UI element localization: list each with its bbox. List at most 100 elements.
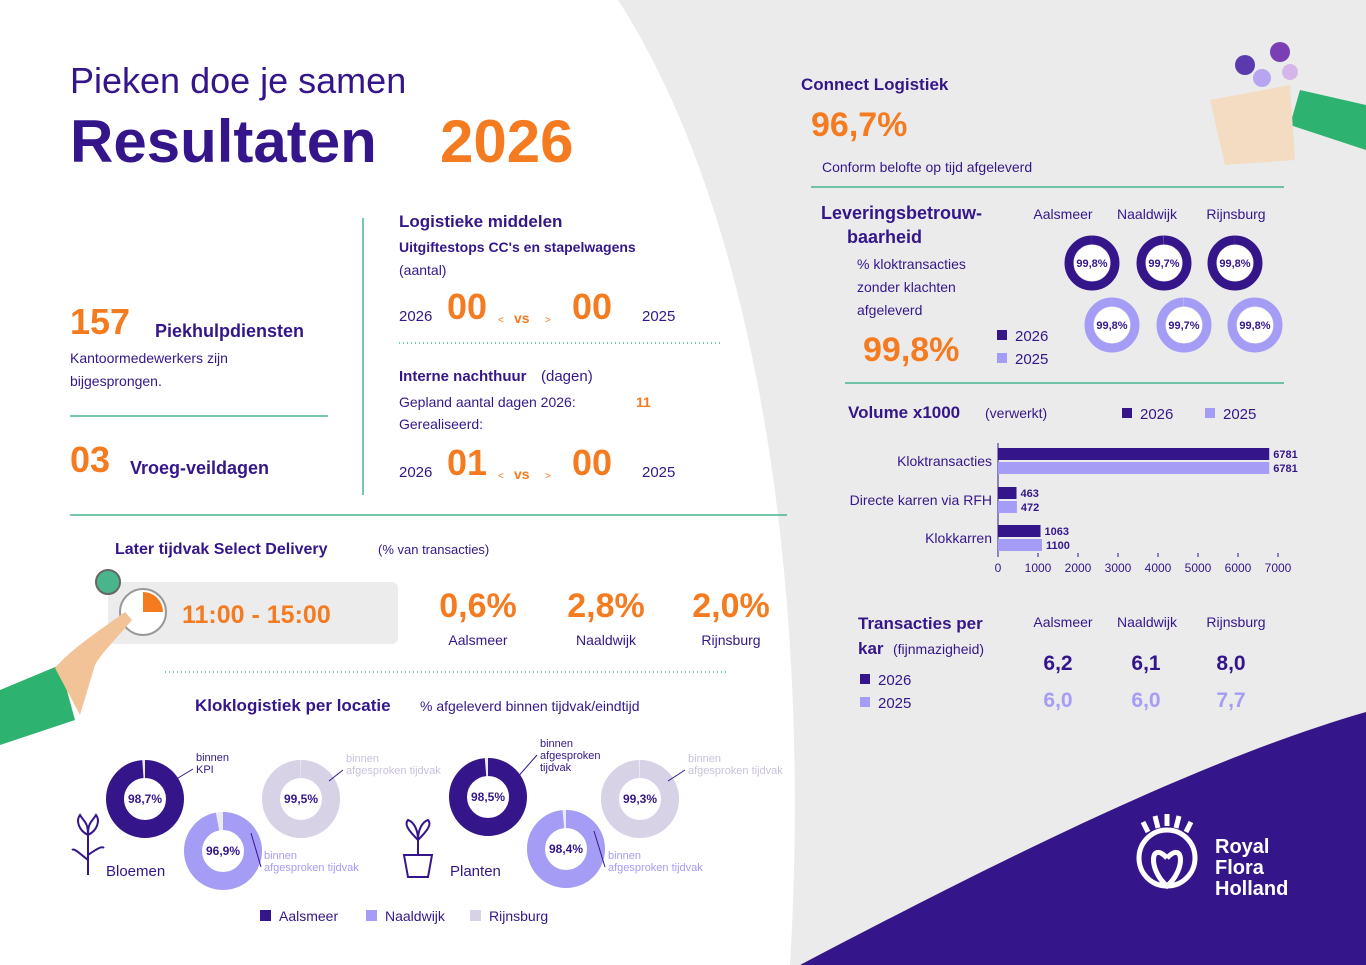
chart-data-series-values: 463 (1021, 488, 1039, 500)
header-year: 2026 (440, 108, 573, 175)
kloklogistiek-groups-donuts-note: afgesproken tijdvak (608, 862, 703, 874)
logistiek-compare-gt: > (545, 315, 551, 326)
logistiek-compare-year-a: 2026 (399, 308, 432, 325)
clock-wedge (143, 592, 163, 612)
transacties-unit: (fijnmazigheid) (893, 641, 984, 657)
header-title: Resultaten (70, 108, 377, 175)
chart-data-xticks: 2000 (1065, 561, 1092, 575)
sleeve-right (1290, 90, 1366, 150)
connect-value: 96,7% (811, 106, 907, 144)
donut-center (1237, 307, 1273, 343)
levering-text: % kloktransacties (857, 256, 966, 272)
transacties-locations: Aalsmeer (1033, 614, 1092, 630)
transacties-title: Transacties per (858, 614, 983, 633)
chart-data-series-values: 1100 (1046, 540, 1070, 552)
levering-value: 99,8% (863, 331, 959, 369)
kloklogistiek-groups-donuts-label: 96,9% (206, 844, 240, 858)
logistiek-compare-year-b: 2025 (642, 308, 675, 325)
kloklogistiek-groups-donuts-note: tijdvak (540, 762, 572, 774)
kloklogistiek-groups-donuts-label: 99,3% (623, 792, 657, 806)
kloklogistiek-groups-donuts-note: KPI (196, 764, 214, 776)
note-line (515, 754, 538, 780)
piekhulp-value: 157 (70, 301, 130, 342)
donut-arc (449, 758, 527, 836)
kloklogistiek-legend-name: Aalsmeer (279, 908, 338, 924)
donut-arc (1156, 297, 1212, 353)
donut-arc (1064, 235, 1120, 291)
chart-data-series-values: 1063 (1045, 526, 1069, 538)
kloklogistiek-groups-donuts-note: afgesproken tijdvak (688, 765, 783, 777)
icon-badge (95, 569, 121, 595)
kloklogistiek-groups-donuts-label: 98,7% (128, 792, 162, 806)
dividers (70, 186, 1284, 673)
note-line (328, 769, 344, 782)
levering-series-name: 2026 (1015, 328, 1048, 345)
chart-data-xticks: 4000 (1145, 561, 1172, 575)
levering-title: Leveringsbetrouw- (821, 203, 982, 223)
nachthuur-compare-year-b: 2025 (642, 464, 675, 481)
chart-data-xticks: 3000 (1105, 561, 1132, 575)
connect-title: Connect Logistiek (801, 75, 949, 94)
hand (55, 612, 132, 715)
nachthuur-compare-gt: > (545, 471, 551, 482)
chart-data-xticks: 6000 (1225, 561, 1252, 575)
legend-swatch (860, 697, 870, 707)
chart-data-categories: Kloktransacties (897, 453, 992, 469)
levering-locations: Rijnsburg (1206, 206, 1265, 222)
donut-center (1217, 245, 1253, 281)
kloklogistiek-groups-donuts-note: binnen (264, 850, 297, 862)
chart-data-series-name: 2025 (1223, 406, 1256, 423)
donut-arc (527, 810, 605, 888)
kloklogistiek-title: Kloklogistiek per locatie (195, 696, 391, 715)
chart-data-xticks: 5000 (1185, 561, 1212, 575)
bar (998, 539, 1042, 551)
chart-data-series-values: 6781 (1273, 449, 1297, 461)
connect-text: Conform belofte op tijd afgeleverd (822, 159, 1032, 175)
levering-series-name: 2025 (1015, 351, 1048, 368)
bar (998, 525, 1041, 537)
legend-swatch (997, 330, 1007, 340)
flower-icon (71, 813, 105, 875)
donut-arc (184, 812, 262, 890)
donut-arc (1084, 297, 1140, 353)
piekhulp-text: bijgesprongen. (70, 373, 162, 389)
select-items-label: Aalsmeer (448, 632, 507, 648)
bar (998, 501, 1017, 513)
levering-series-value-labels: 99,8% (1076, 258, 1107, 270)
kloklogistiek-groups-donuts-label: 98,5% (471, 790, 505, 804)
chart-data-series-values: 6781 (1273, 463, 1297, 475)
levering-locations: Aalsmeer (1033, 206, 1092, 222)
donut-center (1074, 245, 1110, 281)
time-box (108, 582, 398, 644)
select-items-value: 2,8% (567, 587, 645, 625)
plant-icon (402, 818, 434, 878)
logo-mark (1136, 814, 1198, 890)
kloklogistiek-groups-name: Bloemen (106, 863, 165, 880)
chart-data-xticks: 0 (995, 561, 1002, 575)
nachthuur-planned-value: 11 (636, 394, 651, 410)
legend-swatch (470, 910, 481, 921)
transacties-title: kar (858, 639, 884, 658)
legend-swatch (366, 910, 377, 921)
kloklogistiek-groups-name: Planten (450, 863, 501, 880)
kloklogistiek-groups-donuts-note: binnen (540, 738, 573, 750)
kloklogistiek-groups-donuts-note: afgesproken tijdvak (346, 765, 441, 777)
levering-series-value-labels: 99,8% (1219, 258, 1250, 270)
levering-text: zonder klachten (857, 279, 956, 295)
transacties-series-values: 8,0 (1216, 652, 1245, 675)
vroeg-label: Vroeg-veildagen (130, 458, 269, 478)
levering-title: baarheid (847, 227, 922, 247)
transacties-series-name: 2025 (878, 695, 911, 712)
chart-data-xticks: 7000 (1265, 561, 1292, 575)
note-line (667, 769, 686, 782)
transacties-series-values: 6,2 (1043, 652, 1072, 675)
logo: Flora (1215, 857, 1265, 879)
donut-arc (262, 760, 340, 838)
transacties-locations: Rijnsburg (1206, 614, 1265, 630)
background-wave (800, 712, 1366, 965)
donut-center (1094, 307, 1130, 343)
select-items-value: 2,0% (692, 587, 770, 625)
transacties-locations: Naaldwijk (1117, 614, 1178, 630)
kloklogistiek-groups-donuts-note: afgesproken tijdvak (264, 862, 359, 874)
